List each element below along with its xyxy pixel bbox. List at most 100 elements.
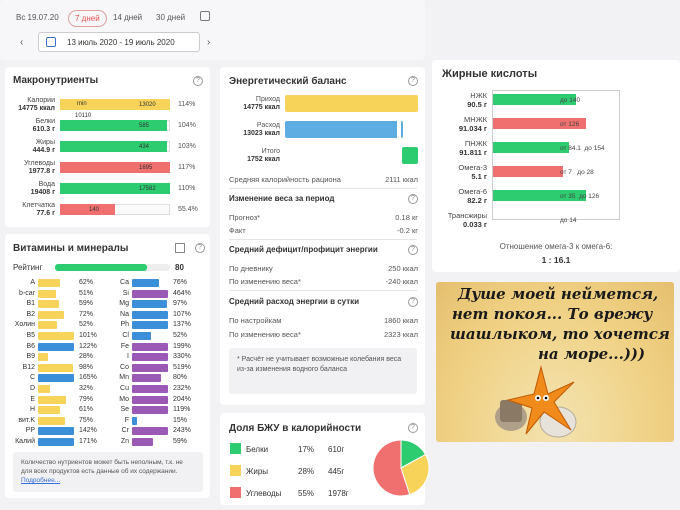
nutrient-bar xyxy=(38,395,66,404)
date-range-picker[interactable]: 13 июль 2020 - 19 июль 2020 xyxy=(38,32,200,52)
poster-image: Душе моей неймется, нет покоя... То вреж… xyxy=(436,282,674,442)
nutrient-name: I xyxy=(127,353,129,361)
help-icon[interactable]: ? xyxy=(195,243,205,253)
nutrient-percent: 232% xyxy=(173,385,191,392)
nutrient-percent: 171% xyxy=(79,438,97,445)
fatty-value: 82.2 г xyxy=(467,196,487,205)
bju-grams: 610г xyxy=(328,445,345,454)
calendar-icon[interactable] xyxy=(200,11,210,21)
fatty-chart-frame xyxy=(492,90,620,220)
macro-percent: 104% xyxy=(178,122,196,129)
nutrient-bar xyxy=(38,438,74,446)
nutrient-percent: 59% xyxy=(79,300,94,308)
divider xyxy=(229,188,417,189)
macro-name: Жиры xyxy=(35,139,55,146)
help-icon[interactable]: ? xyxy=(408,194,418,204)
nutrient-name: Zn xyxy=(120,438,129,445)
bju-name: Белки xyxy=(246,445,269,454)
avg-calorie-value: 2111 ккал xyxy=(385,175,418,184)
help-icon[interactable]: ? xyxy=(408,76,418,86)
macro-marker: 17582 xyxy=(139,186,156,192)
nutrient-name: B6 xyxy=(26,342,35,350)
macro-marker: 585 xyxy=(139,123,150,129)
deficit-weight-value: -240 ккал xyxy=(385,277,418,286)
note-text: Количество нутриентов может быть неполны… xyxy=(21,459,183,475)
nutrient-bar xyxy=(38,385,50,393)
nutrient-name: A xyxy=(30,279,35,286)
bju-name: Жиры xyxy=(246,467,269,476)
fatty-name: Трансжиры xyxy=(447,211,487,220)
nutrient-name: Co xyxy=(120,363,129,371)
nutrient-name: Cr xyxy=(121,427,129,435)
nutrient-bar xyxy=(38,374,74,383)
help-icon[interactable]: ? xyxy=(408,297,418,307)
total-bar xyxy=(402,147,418,164)
fatty-reference: до 14 xyxy=(560,217,577,224)
poster-line-1: Душе моей неймется, xyxy=(458,285,659,303)
macro-bar xyxy=(60,162,170,173)
nutrient-percent: 62% xyxy=(79,279,94,286)
macro-percent: 55.4% xyxy=(178,206,198,213)
bju-color-swatch xyxy=(230,465,241,476)
nutrient-bar xyxy=(132,332,151,340)
nutrient-name: D xyxy=(29,385,35,392)
chevron-left-icon[interactable]: ‹ xyxy=(20,37,24,48)
nutrient-bar xyxy=(132,395,168,404)
nutrient-percent: 330% xyxy=(173,353,191,361)
fatty-name: НЖК xyxy=(470,91,487,100)
nutrient-percent: 519% xyxy=(173,363,191,371)
nutrient-bar xyxy=(38,342,74,351)
macro-min-label: min xyxy=(77,101,87,107)
nutrient-bar xyxy=(38,416,65,425)
fatty-acids-card: Жирные кислоты Отношение омега-3 к омега… xyxy=(432,60,680,272)
fatty-value: 91.034 г xyxy=(458,124,487,133)
nutrient-bar xyxy=(38,279,60,287)
nutrient-percent: 98% xyxy=(79,363,94,371)
tab-30-days[interactable]: 30 дней xyxy=(156,13,186,22)
macro-percent: 114% xyxy=(178,101,196,108)
help-icon[interactable]: ? xyxy=(408,423,418,433)
nutrient-bar xyxy=(132,438,153,446)
macro-percent: 117% xyxy=(178,164,196,171)
nutrient-bar xyxy=(132,310,168,319)
nutrient-percent: 51% xyxy=(79,289,94,297)
fact-label: Факт xyxy=(229,226,246,235)
nutrient-name: Mn xyxy=(119,374,129,382)
help-icon[interactable]: ? xyxy=(193,76,203,86)
nutrient-percent: 52% xyxy=(173,332,188,339)
diary-label: По дневнику xyxy=(229,264,273,273)
daily-expense-title: Средний расход энергии в сутки xyxy=(229,297,360,306)
nutrient-name: B9 xyxy=(26,353,35,361)
nutrient-bar xyxy=(132,416,137,425)
expense-value: 13023 ккал xyxy=(243,130,280,137)
macro-name: Белки xyxy=(35,118,55,125)
macro-card: Макронутриенты ? Калории 14775 ккал min 101… xyxy=(5,67,210,227)
nutrient-percent: 97% xyxy=(173,300,188,308)
nutrient-name: Cu xyxy=(120,385,129,392)
table-icon[interactable] xyxy=(175,243,185,253)
nutrient-name: B12 xyxy=(22,363,35,371)
tab-14-days[interactable]: 14 дней xyxy=(113,13,143,22)
bju-grams: 1978г xyxy=(328,489,349,498)
fatty-bar xyxy=(493,142,569,153)
fatty-value: 5.1 г xyxy=(471,172,487,181)
nutrient-percent: 79% xyxy=(79,395,94,403)
macro-marker: 434 xyxy=(139,144,150,150)
current-date[interactable]: Вс 19.07.20 xyxy=(16,13,59,22)
nutrient-bar xyxy=(132,427,168,436)
help-icon[interactable]: ? xyxy=(408,245,418,255)
fatty-name: ПНЖК xyxy=(464,139,487,148)
macro-percent: 103% xyxy=(178,143,196,150)
macro-value: 1977.8 г xyxy=(28,168,55,175)
rating-fill xyxy=(55,264,147,271)
vitamins-title: Витамины и минералы xyxy=(13,243,129,254)
nutrient-bar xyxy=(132,279,159,287)
tab-7-days[interactable]: 7 дней xyxy=(68,10,107,27)
macro-name: Клетчатка xyxy=(22,202,55,209)
bju-share: 55% xyxy=(298,489,315,498)
chevron-right-icon[interactable]: › xyxy=(207,37,211,48)
nutrient-percent: 137% xyxy=(173,321,191,329)
nutrient-bar xyxy=(38,321,57,330)
details-link[interactable]: Подробнее... xyxy=(21,477,61,484)
nutrient-bar xyxy=(38,353,48,362)
